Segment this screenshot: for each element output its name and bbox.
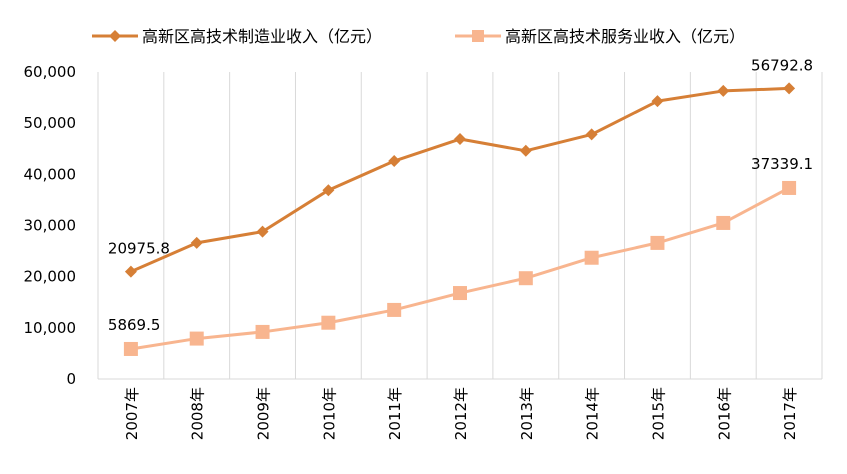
legend-label-services: 高新区高技术服务业收入（亿元）	[505, 27, 745, 46]
data-point	[321, 315, 336, 330]
x-axis-tick-labels: 2007年 2008年 2009年 2010年 2011年 2012年 2013年 2014年…	[123, 387, 799, 440]
x-tick-label: 2016年	[715, 387, 733, 440]
data-point	[190, 236, 203, 249]
data-label: 56792.8	[751, 56, 813, 74]
data-point	[123, 341, 138, 356]
legend-label-manufacturing: 高新区高技术制造业收入（亿元）	[142, 27, 382, 46]
y-tick-label: 50,000	[24, 114, 77, 132]
x-tick-label: 2015年	[649, 387, 667, 440]
x-tick-label: 2012年	[452, 387, 470, 440]
data-point	[453, 286, 467, 301]
data-label: 37339.1	[751, 155, 813, 173]
x-tick-label: 2017年	[781, 387, 799, 440]
x-tick-label: 2009年	[255, 387, 273, 440]
y-tick-label: 40,000	[24, 165, 77, 183]
legend: 高新区高技术制造业收入（亿元） 高新区高技术服务业收入（亿元）	[92, 27, 745, 46]
data-point	[782, 180, 797, 195]
data-point	[518, 271, 533, 286]
y-tick-label: 10,000	[24, 319, 77, 337]
data-point	[124, 265, 137, 278]
data-point	[519, 144, 532, 157]
x-tick-label: 2008年	[189, 387, 207, 440]
data-point	[388, 155, 401, 168]
x-tick-label: 2011年	[386, 387, 404, 440]
data-point	[717, 84, 730, 97]
data-label: 20975.8	[108, 240, 170, 258]
data-point	[585, 128, 598, 141]
data-point	[716, 215, 731, 230]
data-point	[387, 302, 402, 317]
y-tick-label: 60,000	[24, 63, 77, 81]
data-point	[454, 133, 466, 146]
legend-item-services: 高新区高技术服务业收入（亿元）	[455, 27, 745, 46]
y-axis-tick-labels: 0 10,000 20,000 30,000 40,000 50,000 60,000	[24, 63, 77, 388]
data-point	[584, 250, 599, 265]
y-tick-label: 20,000	[24, 268, 77, 286]
x-tick-label: 2013年	[518, 387, 536, 440]
data-point	[651, 95, 664, 108]
x-tick-label: 2014年	[584, 387, 602, 440]
legend-item-manufacturing: 高新区高技术制造业收入（亿元）	[92, 27, 382, 46]
data-point	[322, 184, 335, 197]
data-label: 5869.5	[108, 316, 161, 334]
grid-lines	[97, 72, 823, 379]
x-tick-label: 2010年	[320, 387, 338, 440]
data-labels: 20975.8 56792.8 5869.5 37339.1	[108, 56, 813, 334]
y-tick-label: 30,000	[24, 217, 77, 235]
x-tick-label: 2007年	[123, 387, 141, 440]
legend-marker-services	[472, 30, 484, 42]
data-point	[189, 331, 204, 346]
data-point	[783, 82, 796, 95]
y-tick-label: 0	[66, 370, 76, 388]
data-point	[255, 324, 270, 339]
data-point	[256, 225, 269, 238]
data-point	[650, 235, 665, 250]
series-markers	[123, 82, 797, 356]
legend-marker-manufacturing	[109, 30, 121, 42]
